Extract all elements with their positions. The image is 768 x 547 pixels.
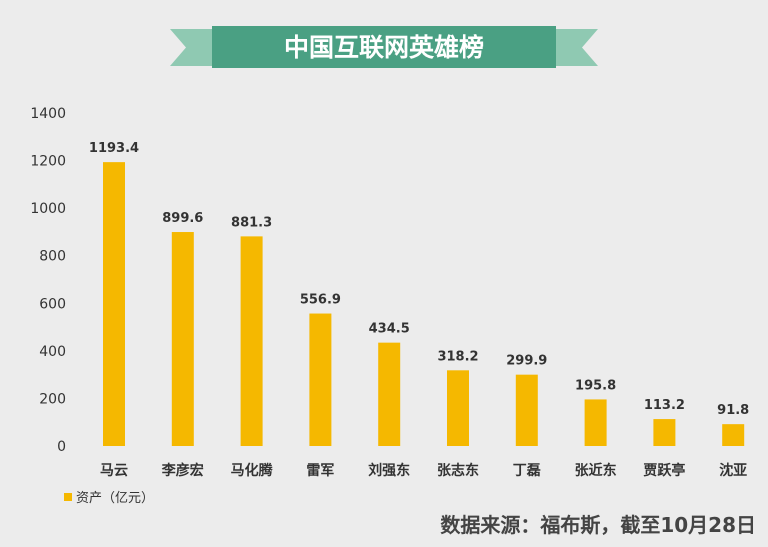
value-label: 318.2: [437, 349, 478, 364]
bar: [515, 374, 538, 446]
value-label: 113.2: [644, 398, 685, 413]
bars: [103, 162, 745, 446]
value-labels: 1193.4 899.6 881.3 556.9 434.5 318.2 299.9 195.…: [89, 141, 749, 418]
x-tick-label: 马云: [100, 463, 128, 479]
value-label: 899.6: [162, 211, 203, 226]
x-tick-label: 沈亚: [719, 462, 747, 479]
x-axis: 马云 李彦宏 马化腾 雷军 刘强东 张志东 丁磊 张近东 贾跃亭 沈亚: [100, 462, 747, 479]
bar: [171, 232, 194, 446]
legend-label: 资产（亿元）: [76, 491, 154, 506]
x-tick-label: 马化腾: [231, 462, 274, 479]
bar: [722, 424, 745, 446]
x-tick-label: 张近东: [575, 462, 617, 479]
x-tick-label: 张志东: [437, 462, 479, 479]
legend-swatch: [64, 493, 72, 501]
y-tick-label: 1200: [30, 154, 66, 170]
y-tick-label: 600: [39, 296, 66, 312]
value-label: 91.8: [717, 403, 749, 418]
legend: 资产（亿元）: [64, 491, 154, 506]
y-tick-label: 1400: [30, 106, 66, 122]
banner-body: [212, 26, 556, 68]
x-tick-label: 丁磊: [513, 463, 541, 479]
y-tick-label: 0: [57, 439, 66, 455]
bar: [378, 342, 401, 446]
bar: [309, 313, 332, 446]
bar: [584, 399, 607, 446]
x-tick-label: 贾跃亭: [643, 462, 685, 479]
value-label: 556.9: [300, 293, 341, 308]
y-tick-label: 400: [39, 344, 66, 360]
value-label: 434.5: [369, 322, 410, 337]
value-label: 299.9: [506, 354, 547, 369]
y-tick-label: 800: [39, 249, 66, 265]
x-tick-label: 雷军: [306, 462, 334, 479]
bar: [447, 370, 469, 446]
bar: [103, 162, 125, 446]
value-label: 881.3: [231, 215, 272, 230]
source-note: 数据来源：福布斯，截至10月28日: [440, 513, 756, 537]
title-banner: 中国互联网英雄榜: [170, 26, 598, 68]
banner-ribbon-left: [170, 29, 214, 66]
y-tick-label: 1000: [30, 201, 66, 217]
value-label: 195.8: [575, 378, 616, 393]
y-tick-label: 200: [39, 391, 66, 407]
bar: [240, 236, 263, 446]
value-label: 1193.4: [89, 141, 139, 156]
bar: [653, 419, 676, 446]
banner-ribbon-right: [554, 29, 598, 66]
chart-title: 中国互联网英雄榜: [284, 33, 484, 62]
x-tick-label: 刘强东: [368, 462, 410, 479]
x-tick-label: 李彦宏: [161, 462, 204, 479]
y-axis: 0 200 400 600 800 1000 1200 1400: [30, 106, 66, 455]
